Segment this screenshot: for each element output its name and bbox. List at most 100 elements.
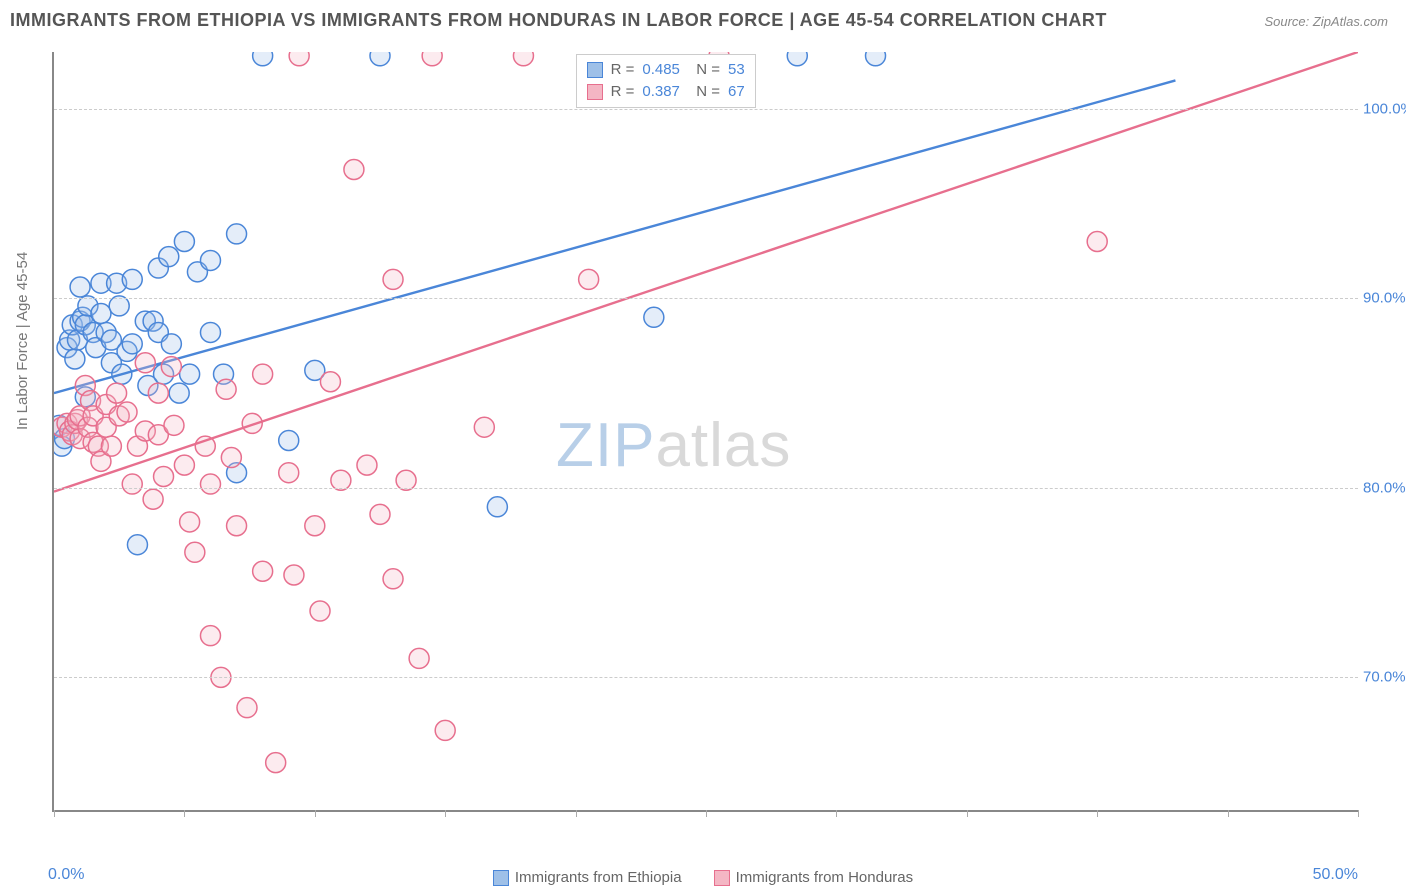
corr-n-label: N =	[688, 59, 720, 81]
data-point	[65, 349, 85, 369]
x-tick	[1228, 810, 1229, 817]
data-point	[200, 626, 220, 646]
corr-r-label: R =	[611, 81, 635, 103]
legend-swatch	[587, 62, 603, 78]
data-point	[1087, 232, 1107, 252]
data-point	[422, 52, 442, 66]
y-tick-label: 80.0%	[1363, 479, 1406, 496]
data-point	[279, 430, 299, 450]
x-tick	[967, 810, 968, 817]
data-point	[370, 504, 390, 524]
data-point	[266, 753, 286, 773]
data-point	[185, 542, 205, 562]
legend-swatch	[714, 870, 730, 886]
data-point	[227, 516, 247, 536]
trend-line	[54, 80, 1175, 393]
data-point	[310, 601, 330, 621]
chart-container: IMMIGRANTS FROM ETHIOPIA VS IMMIGRANTS F…	[0, 0, 1406, 892]
trend-line	[54, 52, 1358, 492]
x-tick	[706, 810, 707, 817]
corr-legend-row: R = 0.485 N = 53	[587, 59, 745, 81]
data-point	[148, 383, 168, 403]
data-point	[161, 357, 181, 377]
data-point	[344, 159, 364, 179]
data-point	[164, 415, 184, 435]
data-point	[357, 455, 377, 475]
correlation-legend-box: R = 0.485 N = 53R = 0.387 N = 67	[576, 54, 756, 108]
corr-n-value: 67	[728, 81, 745, 103]
data-point	[107, 383, 127, 403]
data-point	[227, 224, 247, 244]
data-point	[579, 269, 599, 289]
data-point	[435, 720, 455, 740]
series-legend-item: Immigrants from Ethiopia	[493, 869, 682, 886]
data-point	[284, 565, 304, 585]
data-point	[383, 569, 403, 589]
data-point	[122, 334, 142, 354]
legend-swatch	[587, 84, 603, 100]
data-point	[180, 512, 200, 532]
gridline-h	[54, 298, 1358, 299]
data-point	[787, 52, 807, 66]
data-point	[200, 474, 220, 494]
data-point	[237, 698, 257, 718]
data-point	[122, 474, 142, 494]
data-point	[117, 402, 137, 422]
plot-svg	[54, 52, 1358, 810]
x-tick	[576, 810, 577, 817]
chart-title: IMMIGRANTS FROM ETHIOPIA VS IMMIGRANTS F…	[10, 10, 1107, 31]
x-tick	[184, 810, 185, 817]
data-point	[513, 52, 533, 66]
data-point	[289, 52, 309, 66]
data-point	[370, 52, 390, 66]
y-tick-label: 100.0%	[1363, 100, 1406, 117]
data-point	[154, 466, 174, 486]
corr-n-label: N =	[688, 81, 720, 103]
data-point	[70, 277, 90, 297]
series-name: Immigrants from Ethiopia	[515, 869, 682, 886]
data-point	[122, 269, 142, 289]
data-point	[169, 383, 189, 403]
data-point	[474, 417, 494, 437]
gridline-h	[54, 677, 1358, 678]
series-name: Immigrants from Honduras	[736, 869, 914, 886]
data-point	[253, 364, 273, 384]
data-point	[161, 334, 181, 354]
data-point	[200, 322, 220, 342]
source-label: Source: ZipAtlas.com	[1264, 14, 1388, 29]
corr-r-value: 0.485	[642, 59, 680, 81]
y-tick-label: 70.0%	[1363, 669, 1406, 686]
corr-n-value: 53	[728, 59, 745, 81]
gridline-h	[54, 109, 1358, 110]
data-point	[174, 455, 194, 475]
series-legend: Immigrants from Ethiopia Immigrants from …	[0, 869, 1406, 886]
corr-r-value: 0.387	[642, 81, 680, 103]
data-point	[127, 535, 147, 555]
y-axis-title: In Labor Force | Age 45-54	[14, 252, 31, 430]
corr-r-label: R =	[611, 59, 635, 81]
x-tick	[836, 810, 837, 817]
series-legend-item: Immigrants from Honduras	[714, 869, 914, 886]
data-point	[221, 448, 241, 468]
data-point	[253, 561, 273, 581]
data-point	[216, 379, 236, 399]
gridline-h	[54, 488, 1358, 489]
data-point	[253, 52, 273, 66]
data-point	[409, 648, 429, 668]
data-point	[279, 463, 299, 483]
data-point	[320, 372, 340, 392]
data-point	[101, 436, 121, 456]
data-point	[159, 247, 179, 267]
x-tick	[445, 810, 446, 817]
plot-area: ZIPatlas R = 0.485 N = 53R = 0.387 N = 6…	[52, 52, 1358, 812]
x-tick	[315, 810, 316, 817]
x-tick	[54, 810, 55, 817]
legend-swatch	[493, 870, 509, 886]
data-point	[180, 364, 200, 384]
data-point	[91, 304, 111, 324]
corr-legend-row: R = 0.387 N = 67	[587, 81, 745, 103]
data-point	[383, 269, 403, 289]
y-tick-label: 90.0%	[1363, 290, 1406, 307]
data-point	[135, 353, 155, 373]
x-tick	[1358, 810, 1359, 817]
